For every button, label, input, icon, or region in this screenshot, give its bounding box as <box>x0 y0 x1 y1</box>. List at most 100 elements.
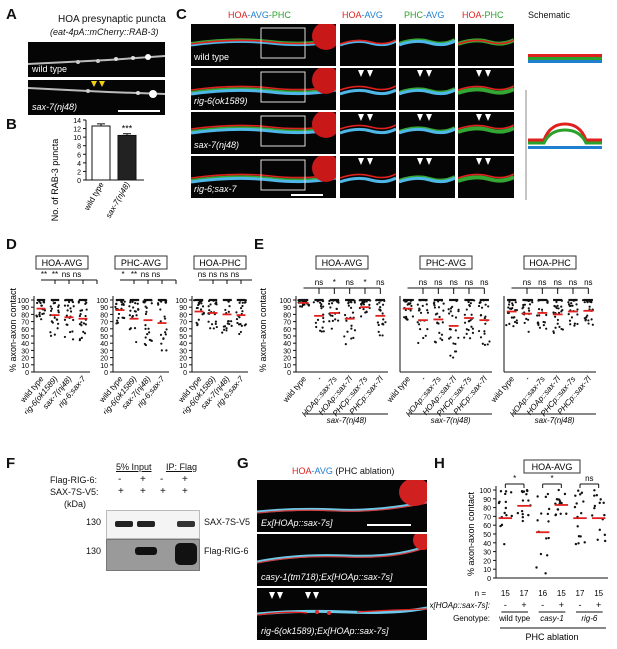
data-point <box>531 301 534 304</box>
y-tick-label: 40 <box>179 341 187 348</box>
data-point <box>573 322 576 325</box>
data-point <box>560 305 563 308</box>
micrograph <box>340 70 396 96</box>
panel-f-band-flag: Flag-RIG-6 <box>204 546 249 556</box>
panel-d-label: D <box>6 236 17 253</box>
data-point <box>132 306 135 309</box>
y-tick-label: 10 <box>483 567 491 574</box>
data-point <box>146 333 149 336</box>
data-point <box>587 319 590 322</box>
panel-c-image: rig-6;sax-7 <box>191 156 336 198</box>
data-point <box>467 328 470 332</box>
panel-a-title: HOA presynaptic puncta <box>58 14 166 25</box>
data-point <box>552 330 555 333</box>
data-point <box>228 322 231 326</box>
data-point <box>469 319 472 322</box>
axon-hoa <box>458 39 514 45</box>
n-label: n = <box>475 589 487 598</box>
data-point <box>50 307 53 310</box>
data-point <box>129 309 132 312</box>
data-point <box>516 511 520 515</box>
panel-a-image-wildtype: wild type <box>28 42 165 77</box>
axon-phc <box>458 87 514 95</box>
data-point <box>314 321 318 324</box>
genotype-label: rig-6 <box>581 614 598 623</box>
data-point <box>471 331 475 334</box>
y-tick-label: 70 <box>100 320 108 327</box>
data-point <box>522 490 526 493</box>
axon-hoa <box>340 173 396 179</box>
data-point <box>570 316 574 319</box>
data-point <box>57 311 60 314</box>
panel-f-blot-bottom <box>106 539 200 571</box>
data-point <box>441 321 444 324</box>
panel-c-image <box>399 68 455 110</box>
data-point <box>378 308 381 311</box>
sig-label: ns <box>585 474 593 483</box>
axon-avg <box>399 176 455 184</box>
data-point <box>117 316 120 320</box>
data-point <box>547 520 550 523</box>
data-point <box>201 305 205 308</box>
data-point <box>404 317 407 320</box>
data-point <box>573 505 577 509</box>
data-point <box>78 337 82 341</box>
panel-g-row-3: rig-6(ok1589);Ex[HOAp::sax-7s] <box>261 626 389 636</box>
data-point <box>528 309 531 312</box>
ex-value: + <box>559 600 564 610</box>
data-point <box>590 318 593 321</box>
data-point <box>52 302 55 305</box>
group-title-box <box>315 255 369 270</box>
data-point <box>603 539 607 543</box>
sig-label: ns <box>449 278 457 287</box>
data-point <box>587 322 590 325</box>
group-title: HOA-AVG <box>532 462 573 472</box>
data-point <box>553 315 557 318</box>
data-point <box>128 328 131 331</box>
sig-label: ** <box>41 270 47 279</box>
data-point <box>598 501 601 505</box>
blot-band <box>175 543 197 565</box>
y-tick-label: 40 <box>100 341 108 348</box>
data-point <box>507 303 511 306</box>
sig-label: ns <box>198 270 206 279</box>
data-point <box>454 316 458 319</box>
data-point <box>557 488 560 492</box>
data-point <box>350 327 353 330</box>
panel-h-chart: % axon-axon contact HOA-AVG0102030405060… <box>430 459 608 642</box>
data-point <box>79 313 82 316</box>
micrograph <box>191 156 336 196</box>
data-point <box>360 303 363 306</box>
data-point <box>49 331 52 334</box>
arrowhead <box>367 114 373 121</box>
data-point <box>165 349 168 352</box>
data-point <box>207 305 210 308</box>
g-title-hoa: HOA <box>292 466 312 476</box>
data-point <box>581 298 585 302</box>
data-point <box>483 332 486 335</box>
data-point <box>67 300 71 304</box>
sig-label: ns <box>480 278 488 287</box>
panel-c-image: wild type <box>191 24 336 66</box>
data-point <box>508 322 511 325</box>
arrowhead <box>426 70 432 77</box>
group-title-box <box>193 255 247 270</box>
panel-c-image <box>340 112 396 154</box>
y-tick-label: 100 <box>279 298 291 305</box>
data-point <box>479 301 482 304</box>
data-point <box>63 335 67 339</box>
data-point <box>576 308 579 311</box>
data-point <box>498 500 501 503</box>
data-point <box>488 340 491 343</box>
panel-f-kda: (kDa) <box>64 499 86 509</box>
data-point <box>343 313 347 317</box>
data-point <box>515 321 519 325</box>
panel-f-ip-label: IP: Flag <box>166 462 198 472</box>
data-point <box>196 324 199 327</box>
y-tick-label: 50 <box>483 532 491 539</box>
data-point <box>426 311 430 314</box>
data-point <box>525 492 528 496</box>
data-point <box>66 323 69 326</box>
sig-label: ns <box>220 270 228 279</box>
data-point <box>72 318 75 322</box>
